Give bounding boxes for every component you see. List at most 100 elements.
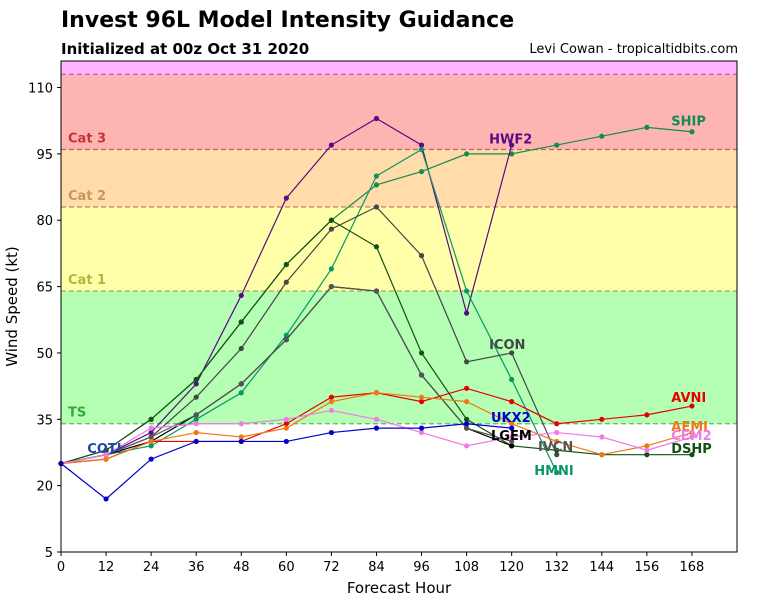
y-tick-label: 50: [36, 347, 53, 362]
series-point-hwf2: [148, 429, 154, 436]
band-label-cat-3: Cat 3: [68, 131, 106, 146]
series-point-avni: [599, 416, 605, 422]
series-point-icon: [418, 253, 425, 259]
series-point-aemi: [689, 429, 695, 436]
series-point-aemi: [238, 434, 244, 440]
series-point-dshp: [418, 350, 425, 356]
series-point-icon: [373, 204, 380, 210]
series-point-aemi: [418, 394, 425, 400]
x-tick-label: 0: [57, 560, 65, 575]
series-point-dshp: [148, 416, 154, 422]
series-point-aemi: [509, 421, 515, 427]
series-point-ukx2: [418, 425, 425, 431]
series-point-aemi: [283, 425, 289, 431]
series-point-ship: [373, 182, 380, 188]
series-point-hmni: [238, 390, 244, 396]
series-point-avni: [464, 385, 470, 391]
series-point-aemi: [103, 456, 109, 462]
y-tick-label: 110: [28, 82, 53, 97]
band-4: [61, 74, 737, 150]
model-label-lgem: LGEM: [491, 429, 532, 444]
series-point-hmni: [554, 469, 560, 475]
series-point-ship: [464, 151, 470, 157]
plot-frame: [60, 60, 738, 553]
series-point-avni: [554, 421, 560, 427]
series-point-cem2: [373, 416, 380, 422]
series-point-hwf2: [283, 195, 289, 201]
band-1: [61, 291, 737, 424]
x-tick-label: 60: [278, 560, 295, 575]
series-point-hwf2: [238, 292, 244, 299]
x-axis-label: Forecast Hour: [347, 579, 452, 597]
x-tick-label: 24: [143, 560, 160, 575]
series-point-dshp: [103, 447, 109, 453]
series-point-aemi: [148, 438, 154, 445]
series-point-ship: [554, 142, 560, 148]
series-point-ukx2: [283, 438, 289, 445]
x-tick-label: 132: [544, 560, 569, 575]
series-point-lgem: [509, 443, 515, 449]
series-point-ivcn: [193, 412, 199, 418]
series-point-ivcn: [328, 283, 334, 290]
series-line-hmni: [60, 148, 558, 473]
band-label-cat-2: Cat 2: [68, 189, 106, 204]
series-point-cem2: [328, 407, 334, 414]
series-point-icon: [464, 359, 470, 365]
band-0: [61, 423, 737, 552]
series-point-ship: [509, 151, 515, 157]
series-point-cem2: [689, 434, 695, 440]
series-point-cem2: [148, 425, 154, 431]
series-point-dshp: [328, 217, 334, 223]
x-tick-label: 84: [368, 560, 385, 575]
series-point-ivcn: [464, 425, 470, 431]
x-tick-label: 96: [413, 560, 430, 575]
series-point-ivcn: [418, 372, 425, 378]
series-point-ship: [644, 124, 650, 130]
series-point-icon: [283, 279, 289, 285]
model-label-hmni: HMNI: [534, 464, 574, 479]
series-point-ivcn: [509, 438, 515, 445]
series-point-ukx2: [373, 425, 380, 431]
series-point-icon: [238, 345, 244, 352]
series-point-avni: [644, 412, 650, 418]
series-point-ukx2: [103, 496, 109, 502]
series-point-hmni: [464, 288, 470, 294]
series-point-cem2: [599, 434, 605, 440]
series-point-cem2: [644, 447, 650, 453]
x-tick-label: 168: [680, 560, 705, 575]
series-point-ivcn: [148, 434, 154, 440]
model-label-cem2: CEM2: [671, 429, 711, 444]
chart-title: Invest 96L Model Intensity Guidance: [61, 8, 515, 33]
series-point-aemi: [373, 390, 380, 396]
series-point-hwf2: [464, 310, 470, 316]
series-point-icon: [554, 452, 560, 458]
series-point-ukx2: [509, 425, 515, 431]
series-point-hmni: [418, 146, 425, 153]
series-point-icon: [509, 350, 515, 356]
band-label-ts: TS: [68, 406, 86, 421]
series-point-avni: [418, 399, 425, 405]
series-point-hmni: [283, 332, 289, 338]
series-point-cem2: [418, 429, 425, 436]
series-point-icon: [193, 394, 199, 400]
series-point-dshp: [373, 244, 380, 250]
series-point-hmni: [148, 443, 154, 449]
series-point-dshp: [238, 319, 244, 325]
x-tick-label: 156: [634, 560, 659, 575]
chart-subtitle: Initialized at 00z Oct 31 2020: [61, 40, 310, 58]
series-point-avni: [283, 421, 289, 427]
series-point-aemi: [328, 399, 334, 405]
series-point-cem2: [509, 434, 515, 440]
series-point-cem2: [238, 421, 244, 427]
model-label-ukx2: UKX2: [491, 411, 531, 426]
series-point-hwf2: [418, 142, 425, 148]
series-point-avni: [689, 403, 695, 409]
series-point-hwf2: [509, 142, 515, 148]
series-point-hwf2: [328, 142, 334, 148]
series-point-avni: [509, 399, 515, 405]
series-point-aemi: [554, 438, 560, 445]
series-point-ship: [418, 168, 425, 175]
model-label-icon: ICON: [489, 338, 525, 353]
series-point-hmni: [328, 266, 334, 272]
series-point-aemi: [599, 452, 605, 458]
